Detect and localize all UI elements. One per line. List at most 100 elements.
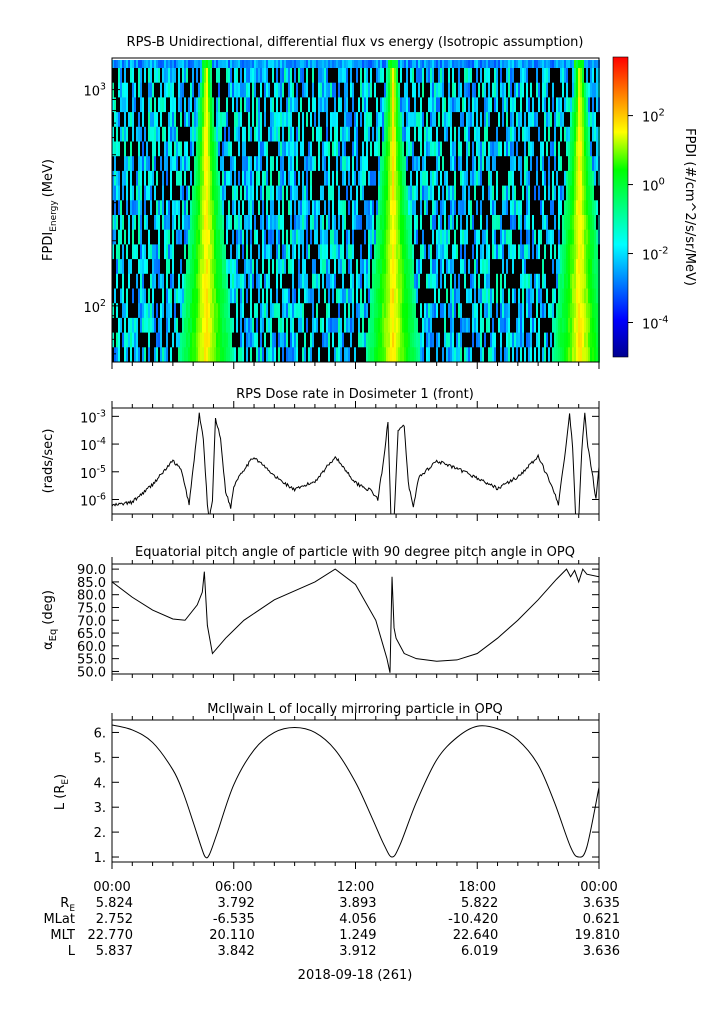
spectrogram-cell (266, 112, 268, 128)
spectrogram-cell (414, 244, 416, 260)
spectrogram-cell (148, 303, 150, 319)
spectrogram-cell (388, 170, 390, 187)
spectrogram-cell (336, 215, 338, 231)
spectrogram-cell (300, 68, 302, 84)
spectrogram-cell (160, 141, 162, 157)
spectrogram-cell (240, 347, 242, 363)
spectrogram-cell (576, 112, 578, 128)
spectrogram-cell (466, 60, 468, 70)
spectrogram-cell (410, 170, 412, 187)
spectrogram-cell (456, 332, 458, 348)
spectrogram-cell (448, 156, 450, 172)
spectrogram-cell (206, 185, 208, 201)
spectrogram-cell (344, 317, 346, 334)
spectrogram-cell (240, 156, 242, 172)
spectrogram-cell (292, 244, 294, 260)
spectrogram-cell (436, 229, 438, 245)
spectrogram-cell (354, 60, 356, 70)
spectrogram-cell (156, 68, 158, 84)
spectrogram-cell (558, 185, 560, 201)
spectrogram-cell (436, 317, 438, 334)
spectrogram-cell (492, 185, 494, 201)
spectrogram-cell (230, 141, 232, 157)
spectrogram-cell (392, 156, 394, 172)
spectrogram-cell (540, 112, 542, 128)
spectrogram-cell (126, 347, 128, 363)
spectrogram-cell (210, 97, 212, 113)
spectrogram-cell (122, 317, 124, 334)
spectrogram-cell (368, 68, 370, 84)
spectrogram-cell (138, 68, 140, 84)
spectrogram-cell (200, 170, 202, 187)
spectrogram-cell (490, 156, 492, 172)
spectrogram-cell (358, 229, 360, 245)
spectrogram-cell (372, 97, 374, 113)
spectrogram-cell (440, 60, 442, 70)
flux-spectrogram-panel: RPS-B Unidirectional, differential flux … (41, 35, 697, 369)
spectrogram-cell (308, 97, 310, 113)
spectrogram-cell (586, 288, 588, 304)
spectrogram-cell (216, 82, 218, 98)
spectrogram-cell (362, 347, 364, 363)
spectrogram-cell (500, 273, 502, 289)
spectrogram-cell (138, 317, 140, 334)
spectrogram-cell (556, 332, 558, 348)
spectrogram-cell (550, 112, 552, 128)
spectrogram-cell (192, 215, 194, 231)
spectrogram-cell (456, 215, 458, 231)
spectrogram-cell (426, 303, 428, 319)
spectrogram-cell (404, 332, 406, 348)
spectrogram-cell (160, 170, 162, 187)
spectrogram-cell (412, 82, 414, 98)
spectrogram-cell (214, 97, 216, 113)
spectrogram-cell (184, 60, 186, 70)
spectrogram-cell (288, 303, 290, 319)
spectrogram-cell (368, 156, 370, 172)
spectrogram-cell (534, 229, 536, 245)
spectrogram-cell (434, 141, 436, 157)
spectrogram-cell (242, 215, 244, 231)
spectrogram-cell (230, 244, 232, 260)
spectrogram-cell (130, 82, 132, 98)
spectrogram-cell (506, 303, 508, 319)
spectrogram-cell (552, 170, 554, 187)
spectrogram-cell (506, 259, 508, 275)
spectrogram-cell (422, 200, 424, 216)
spectrogram-cell (192, 97, 194, 113)
spectrogram-cell (130, 60, 132, 70)
spectrogram-cell (320, 215, 322, 231)
spectrogram-cell (466, 156, 468, 172)
spectrogram-cell (380, 229, 382, 245)
spectrogram-cell (536, 273, 538, 289)
spectrogram-cell (550, 126, 552, 142)
spectrogram-cell (560, 68, 562, 84)
spectrogram-cell (364, 68, 366, 84)
spectrogram-cell (334, 97, 336, 113)
spectrogram-cell (516, 60, 518, 70)
spectrogram-cell (332, 68, 334, 84)
spectrogram-cell (582, 244, 584, 260)
spectrogram-cell (264, 126, 266, 142)
spectrogram-cell (210, 244, 212, 260)
spectrogram-cell (432, 215, 434, 231)
spectrogram-cell (486, 244, 488, 260)
spectrogram-cell (442, 60, 444, 70)
spectrogram-cell (348, 170, 350, 187)
spectrogram-cell (250, 317, 252, 334)
spectrogram-cell (328, 97, 330, 113)
spectrogram-cell (488, 141, 490, 157)
spectrogram-cell (458, 82, 460, 98)
spectrogram-cell (432, 112, 434, 128)
spectrogram-cell (234, 332, 236, 348)
spectrogram-cell (508, 244, 510, 260)
spectrogram-cell (380, 68, 382, 84)
spectrogram-cell (146, 244, 148, 260)
spectrogram-cell (124, 347, 126, 363)
spectrogram-cell (462, 332, 464, 348)
spectrogram-cell (528, 60, 530, 70)
spectrogram-cell (240, 244, 242, 260)
spectrogram-cell (480, 229, 482, 245)
spectrogram-cell (238, 332, 240, 348)
spectrogram-cell (240, 288, 242, 304)
spectrogram-cell (466, 126, 468, 142)
